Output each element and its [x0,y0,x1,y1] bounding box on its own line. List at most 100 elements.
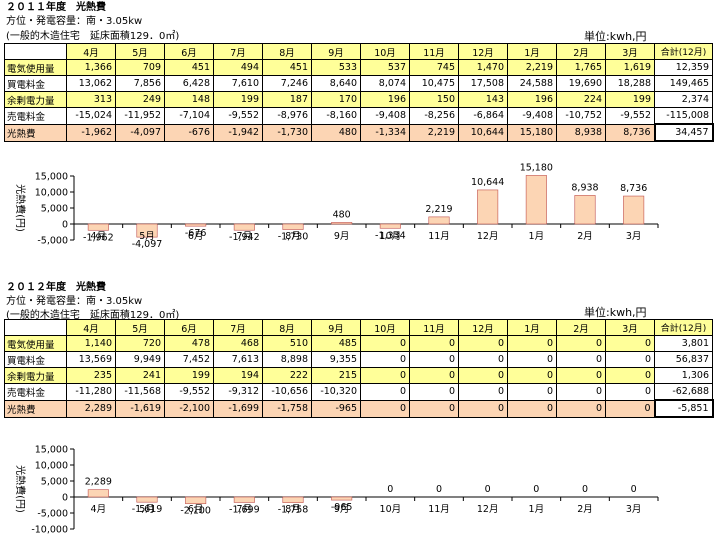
table-cell: -7,104 [164,107,214,125]
month-header: 11月 [409,43,459,60]
table-cell: 485 [311,335,361,352]
data-label: -1,699 [229,504,260,515]
total-cell: 56,837 [654,351,713,368]
table-cell: 0 [458,383,508,401]
data-label: 480 [333,209,351,220]
table-cell: 199 [213,91,263,108]
bar [574,195,596,225]
row-label: 電気使用量 [4,59,67,76]
x-tick-label: 8月 [285,231,301,242]
table-cell: 0 [556,351,606,368]
x-tick-label: 4月 [91,504,107,515]
title-2011: ２０１１年度 光熱費 [6,2,106,13]
table-cell: 0 [605,399,655,418]
table-cell: 494 [213,59,263,76]
row-sale-income: 売電料金 -15,024 -11,952 -7,104 -9,552 -8,976 -8,1… [4,107,713,125]
total-cell: -62,688 [654,383,713,401]
table-cell: 9,355 [311,351,361,368]
table-cell: 0 [409,335,459,352]
month-header: 1月 [507,319,557,336]
table-cell: 0 [605,367,655,384]
x-tick-label: 6月 [188,231,204,242]
table-cell: 0 [458,351,508,368]
row-purchase-cost: 買電料金 13,569 9,949 7,452 7,613 8,898 9,355 0 0 0 0 0… [4,351,713,368]
chart-2012: 15,000 10,000 5,000 0 -5,000 -10,000 光熱費(円) 4月 2… [14,445,659,536]
y-tick-label: 5,000 [41,204,68,215]
table-cell: 2,289 [66,399,116,418]
table-cell: -1,942 [213,123,263,142]
bar [282,223,304,230]
chart-2011: 15,000 10,000 5,000 0 -5,000 光熱費(円) 4月-1,962 5月… [14,162,659,250]
x-tick-label: 8月 [285,504,301,515]
data-label: 8,736 [620,183,647,194]
table-cell: 1,765 [556,59,606,76]
table-cell: -1,619 [115,399,165,418]
table-2012: 4月 5月 6月 7月 8月 9月 10月 11月 12月 1月 2月 3月 合… [4,319,714,418]
month-header: 8月 [262,43,312,60]
row-label: 売電料金 [4,107,67,125]
table-cell: 720 [115,335,165,352]
table-cell: 7,452 [164,351,214,368]
month-header: 2月 [556,319,606,336]
y-tick-label: -10,000 [31,525,68,536]
data-label: -965 [331,502,353,513]
table-cell: -10,656 [262,383,312,401]
table-cell: 222 [262,367,312,384]
table-cell: 0 [605,351,655,368]
table-cell: 2,219 [409,123,459,142]
row-label: 余剰電力量 [4,91,67,108]
table-cell: 313 [66,91,116,108]
table-cell: 478 [164,335,214,352]
total-cell: 149,465 [654,75,713,92]
table-cell: 196 [507,91,557,108]
row-sale-income: 売電料金 -11,280 -11,568 -9,552 -9,312 -10,656 -10… [4,383,713,401]
table-cell: -11,568 [115,383,165,401]
month-header: 11月 [409,319,459,336]
x-tick-label: 7月 [237,504,253,515]
table-cell: 0 [458,335,508,352]
x-tick-label: 6月 [188,504,204,515]
row-label: 売電料金 [4,383,67,401]
table-cell: 7,610 [213,75,263,92]
table-cell: 0 [409,399,459,418]
bar [477,189,499,225]
table-cell: 13,569 [66,351,116,368]
table-cell: 7,856 [115,75,165,92]
row-electricity-usage: 電気使用量 1,140 720 478 468 510 485 0 0 0 0 0 0 3,801 [4,335,713,352]
table-cell: 745 [409,59,459,76]
table-cell: 0 [409,383,459,401]
total-cell: 3,801 [654,335,713,352]
month-header: 5月 [115,319,165,336]
bar [282,496,304,503]
table-cell: 215 [311,367,361,384]
table-cell: 1,619 [605,59,655,76]
x-tick-label: 12月 [477,231,499,242]
table-cell: 1,366 [66,59,116,76]
table-cell: -9,552 [164,383,214,401]
row-label: 買電料金 [4,351,67,368]
table-cell: 0 [360,335,410,352]
table-2011: 4月 5月 6月 7月 8月 9月 10月 11月 12月 1月 2月 3月 合… [4,43,714,142]
x-tick-label: 12月 [477,504,499,515]
table-cell: 0 [507,335,557,352]
table-cell: 9,949 [115,351,165,368]
header-blank [4,319,67,336]
table-cell: 468 [213,335,263,352]
table-cell: 196 [360,91,410,108]
data-label: -1,942 [229,232,260,243]
unit-label-2011: 単位:kwh,円 [584,30,647,43]
total-cell: -5,851 [653,399,714,418]
table-cell: -10,320 [311,383,361,401]
bar [623,195,645,225]
table-cell: -6,864 [458,107,508,125]
month-header: 9月 [311,43,361,60]
data-label: -1,730 [278,232,309,243]
header-blank [4,43,67,60]
bar [185,223,207,227]
table-cell: 709 [115,59,165,76]
row-surplus-power: 余剰電力量 313 249 148 199 187 170 196 150 143 196 224 19… [4,91,713,108]
data-label: 0 [533,484,539,495]
table-cell: -8,976 [262,107,312,125]
bar [525,175,547,225]
row-label: 電気使用量 [4,335,67,352]
